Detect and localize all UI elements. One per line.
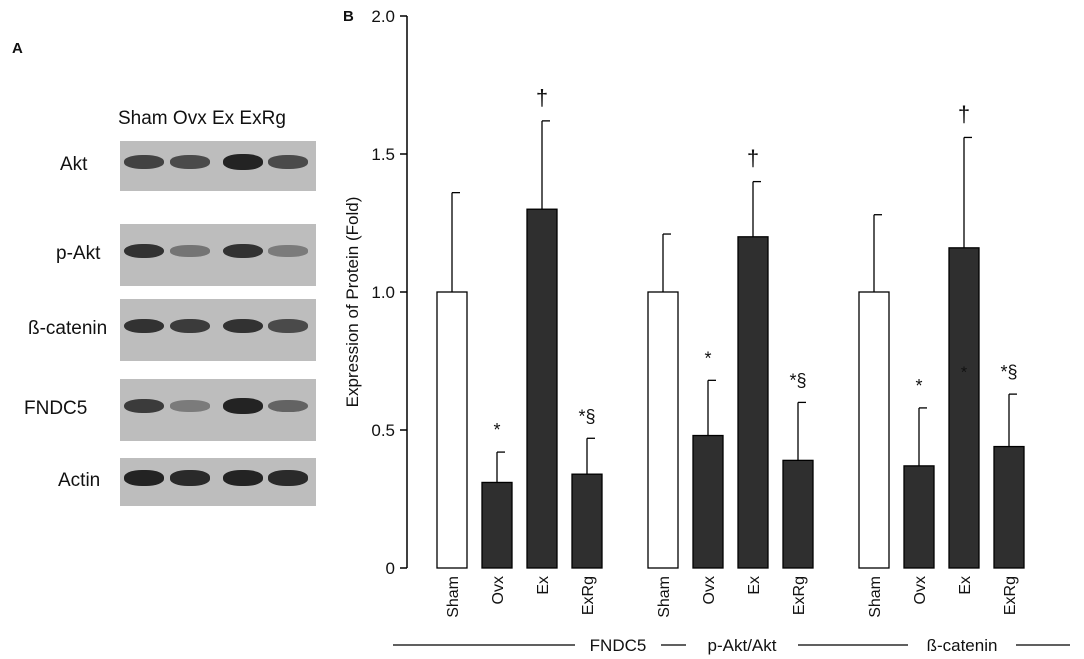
significance-mark: *: [493, 420, 500, 440]
significance-mark: *: [961, 365, 967, 382]
panel-a-label: A: [12, 40, 23, 57]
blot-strip: [120, 458, 316, 506]
blot-strip: [120, 224, 316, 286]
bar: [436, 291, 468, 569]
x-tick-label: Ovx: [912, 576, 929, 604]
y-tick-label: 0.5: [371, 421, 395, 440]
blot-row-label: FNDC5: [24, 398, 88, 419]
blot-band: [223, 398, 263, 414]
x-tick-label: Ovx: [490, 576, 507, 604]
x-tick-label: Sham: [445, 576, 462, 618]
blot-band: [170, 155, 210, 169]
blot-band: [124, 398, 164, 414]
blot-band: [223, 318, 263, 334]
significance-mark: †: [747, 146, 759, 171]
group-label: p-Akt/Akt: [708, 636, 777, 655]
blot-row-label: Actin: [58, 470, 101, 491]
blot-band: [223, 154, 263, 170]
blot-strip: [120, 299, 316, 361]
blot-band: [223, 243, 263, 259]
x-tick-label: Ex: [535, 576, 552, 595]
blot-band: [268, 319, 308, 333]
x-tick-label: ExRg: [1002, 576, 1019, 615]
x-tick-label: ExRg: [791, 576, 808, 615]
blot-band: [170, 400, 210, 412]
x-tick-label: Ovx: [701, 576, 718, 604]
group-label: FNDC5: [590, 636, 647, 655]
blot-band: [268, 399, 308, 413]
blot-band: [170, 470, 210, 486]
y-tick-label: 1.0: [371, 283, 395, 302]
y-tick-label: 2.0: [371, 7, 395, 26]
significance-mark: *: [915, 376, 922, 396]
blot-band: [124, 243, 164, 259]
y-axis-label: Expression of Protein (Fold): [343, 197, 362, 408]
y-tick-label: 1.5: [371, 145, 395, 164]
x-tick-label: Sham: [656, 576, 673, 618]
blot-row-label: ß-catenin: [28, 318, 108, 339]
bar: [903, 465, 935, 569]
significance-mark: *: [704, 348, 711, 368]
bar: [692, 434, 724, 569]
blot-row-label: p-Akt: [56, 243, 101, 264]
blot-band: [124, 155, 164, 169]
bar: [858, 291, 890, 569]
bar: [737, 236, 769, 569]
significance-mark: *§: [789, 370, 806, 390]
x-tick-label: Sham: [867, 576, 884, 618]
blot-lane-header: Sham Ovx Ex ExRg: [118, 108, 286, 129]
bar: [481, 481, 513, 569]
bar: [571, 473, 603, 569]
significance-mark: †: [958, 101, 970, 126]
blot-band: [268, 245, 308, 257]
y-tick-label: 0: [386, 559, 395, 578]
bar: [526, 208, 558, 569]
panel-b-label: B: [343, 8, 354, 25]
bar: [647, 291, 679, 569]
western-blot-panel: Sham Ovx Ex ExRg Akt p-Akt ß-catenin FNDC5 A…: [0, 0, 330, 659]
blot-band: [223, 470, 263, 486]
blot-strip: [120, 141, 316, 191]
blot-strip: [120, 379, 316, 441]
significance-mark: †: [536, 85, 548, 110]
blot-band: [268, 470, 308, 486]
blot-row-label: Akt: [60, 154, 88, 175]
significance-mark: *§: [1000, 362, 1017, 382]
blot-band: [170, 318, 210, 334]
bar-chart: 0 0.5 1.0 1.5 2.0 Expression of Protein (Fold…: [343, 7, 1070, 655]
blot-band: [124, 470, 164, 486]
bar: [948, 247, 980, 569]
bar: [993, 445, 1025, 569]
x-tick-label: Ex: [746, 576, 763, 595]
bar: [782, 459, 814, 569]
significance-mark: *§: [578, 406, 595, 426]
blot-band: [268, 155, 308, 169]
blot-band: [124, 318, 164, 334]
blot-band: [170, 245, 210, 257]
group-label: ß-catenin: [927, 636, 998, 655]
x-tick-label: Ex: [957, 576, 974, 595]
x-tick-label: ExRg: [580, 576, 597, 615]
